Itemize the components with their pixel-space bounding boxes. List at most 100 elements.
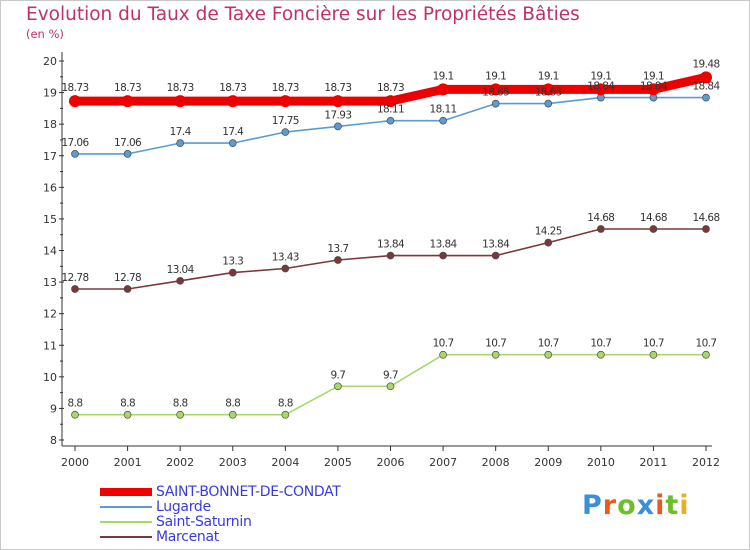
y-tick-label: 19 — [43, 87, 57, 100]
series-point-0 — [384, 95, 397, 108]
series-point-3 — [596, 225, 605, 233]
series-point-3 — [544, 238, 553, 247]
series-point-3 — [491, 251, 500, 260]
series-point-3 — [334, 256, 342, 264]
data-label: 13.84 — [430, 239, 458, 251]
chart-series — [69, 71, 712, 419]
data-label: 12.78 — [61, 272, 88, 284]
x-tick-label: 2001 — [114, 456, 142, 469]
data-label: 19.1 — [643, 70, 664, 82]
x-tick-label: 2008 — [482, 456, 510, 469]
y-tick-label: 16 — [43, 181, 57, 194]
data-label: 8.8 — [173, 398, 188, 410]
data-label: 14.68 — [692, 212, 719, 224]
data-label: 14.68 — [640, 212, 667, 224]
series-point-2 — [71, 410, 79, 419]
data-label: 10.7 — [485, 338, 506, 350]
logo-letter: i — [655, 490, 666, 521]
series-point-2 — [386, 382, 395, 391]
data-label: 8.8 — [278, 398, 293, 410]
data-label: 17.93 — [324, 109, 351, 121]
x-tick-label: 2011 — [639, 456, 667, 469]
data-label: 17.4 — [222, 126, 244, 138]
series-point-2 — [596, 350, 605, 359]
series-point-0 — [226, 95, 239, 108]
data-label: 10.7 — [538, 338, 559, 350]
data-label: 13.7 — [327, 243, 348, 255]
logo-letter: x — [636, 490, 656, 521]
data-label: 18.73 — [272, 82, 299, 94]
series-point-0 — [594, 83, 607, 96]
data-label: 18.11 — [430, 104, 457, 116]
logo-letter: t — [665, 490, 680, 521]
data-label: 18.84 — [692, 81, 720, 93]
series-point-1 — [71, 150, 79, 158]
x-tick-label: 2009 — [534, 456, 562, 469]
data-label: 18.73 — [61, 82, 88, 94]
x-tick-label: 2012 — [692, 456, 720, 469]
series-point-0 — [331, 95, 344, 108]
data-label: 10.7 — [696, 338, 717, 350]
series-point-2 — [123, 410, 132, 419]
series-point-0 — [69, 95, 81, 108]
series-point-3 — [71, 285, 79, 293]
series-point-2 — [228, 410, 237, 419]
series-point-3 — [386, 251, 395, 260]
series-point-2 — [334, 382, 342, 391]
y-tick-label: 17 — [43, 150, 57, 163]
data-label: 18.65 — [535, 87, 562, 99]
legend-swatch — [100, 506, 152, 508]
y-tick-label: 20 — [43, 55, 57, 68]
y-tick-label: 15 — [43, 213, 57, 226]
data-label: 17.06 — [114, 137, 142, 149]
logo-letter: P — [582, 490, 603, 521]
y-tick-label: 12 — [43, 308, 57, 321]
series-point-0 — [437, 83, 450, 96]
data-label: 18.73 — [167, 82, 194, 94]
data-label: 18.84 — [640, 81, 668, 93]
legend-label: SAINT-BONNET-DE-CONDAT — [156, 484, 341, 500]
series-point-0 — [647, 83, 660, 96]
data-label: 14.25 — [535, 226, 562, 238]
data-label: 18.73 — [219, 82, 246, 94]
series-point-1 — [228, 139, 237, 147]
data-label: 13.04 — [167, 264, 195, 276]
y-tick-label: 14 — [43, 245, 57, 258]
data-label: 18.11 — [377, 104, 404, 116]
x-tick-label: 2007 — [429, 456, 457, 469]
series-point-0 — [700, 71, 712, 84]
data-label: 18.73 — [377, 82, 404, 94]
legend-label: Marcenat — [156, 529, 219, 545]
data-label: 18.84 — [587, 81, 615, 93]
data-label: 19.1 — [590, 70, 611, 82]
data-label: 17.4 — [170, 126, 192, 138]
series-point-1 — [702, 93, 710, 102]
data-label: 18.65 — [482, 87, 509, 99]
series-point-3 — [123, 285, 132, 293]
chart-subtitle: (en %) — [26, 27, 64, 41]
series-point-2 — [649, 350, 658, 359]
data-label: 8.8 — [120, 398, 135, 410]
y-tick-label: 13 — [43, 276, 57, 289]
y-tick-label: 10 — [43, 371, 57, 384]
legend-swatch — [100, 536, 152, 538]
legend-label: Saint-Saturnin — [156, 514, 252, 530]
series-point-2 — [491, 350, 500, 359]
y-tick-label: 9 — [50, 402, 57, 415]
series-point-1 — [281, 128, 290, 136]
series-point-2 — [176, 410, 185, 419]
data-label: 14.68 — [587, 212, 614, 224]
data-label: 13.43 — [272, 252, 299, 264]
series-point-0 — [279, 95, 292, 108]
x-tick-label: 2002 — [166, 456, 194, 469]
data-label: 17.06 — [61, 137, 89, 149]
series-point-1 — [123, 150, 132, 158]
logo-letter: i — [679, 490, 690, 521]
data-label: 18.73 — [324, 82, 351, 94]
series-point-1 — [176, 139, 185, 147]
data-label: 19.48 — [692, 58, 719, 70]
chart-axes: 8 9 10 11 12 13 14 15 16 17 18 19 20 2000 2001 2002 2003… — [43, 52, 720, 469]
series-point-1 — [439, 116, 447, 125]
series-point-0 — [542, 83, 555, 96]
x-tick-label: 2000 — [61, 456, 89, 469]
